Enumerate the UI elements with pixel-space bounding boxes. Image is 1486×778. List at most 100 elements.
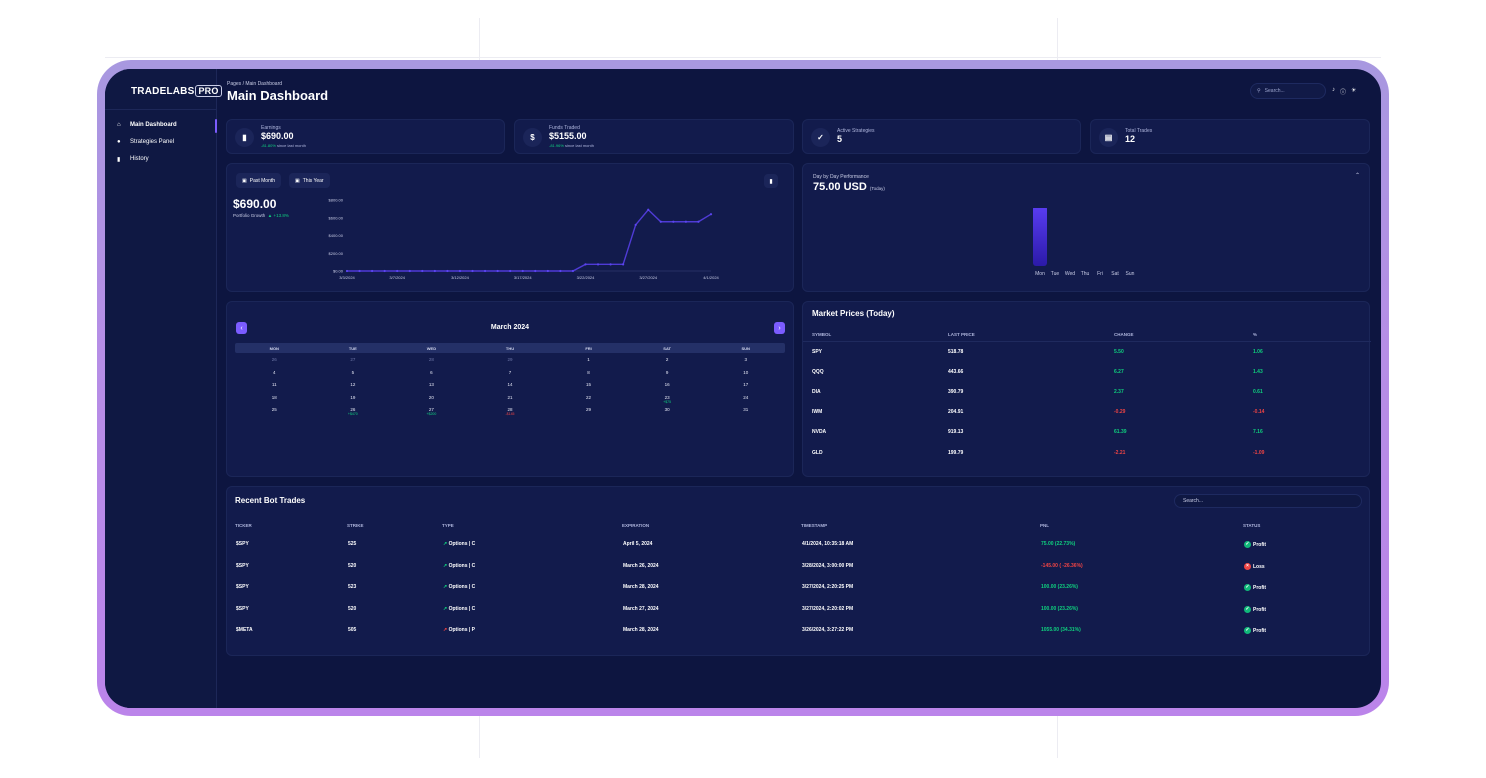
calendar-day[interactable]: 6 [392, 370, 471, 383]
data-point[interactable] [584, 263, 587, 266]
calendar-day[interactable]: 18 [235, 395, 314, 408]
chevron-left-icon: ‹ [240, 324, 243, 332]
data-point[interactable] [458, 269, 462, 273]
data-point[interactable] [383, 269, 386, 273]
calendar-day[interactable]: 28 -$145 [471, 407, 550, 420]
market-row[interactable]: SPY 518.78 5.50 1.06 [812, 349, 1362, 369]
calendar-day[interactable]: 15 [549, 382, 628, 395]
chart-options-button[interactable]: ▮ [764, 174, 778, 188]
calendar-day[interactable]: 31 [706, 407, 785, 420]
calendar-day[interactable]: 25 [235, 407, 314, 420]
calendar-day[interactable]: 3 [706, 357, 785, 370]
search-input[interactable]: ⚲ Search... [1250, 83, 1326, 99]
calendar-day[interactable]: 10 [706, 370, 785, 383]
data-point[interactable] [358, 269, 361, 273]
calendar-day[interactable]: 27 [314, 357, 393, 370]
calendar-day[interactable]: 12 [314, 382, 393, 395]
sidebar-item-history[interactable]: ▮ History [117, 152, 217, 166]
calendar-day[interactable]: 14 [471, 382, 550, 395]
chevron-right-icon: › [778, 324, 781, 332]
data-point[interactable] [672, 220, 675, 223]
trade-ticker: $SPY [236, 562, 249, 569]
type-label: Options | P [448, 627, 475, 634]
data-point[interactable] [609, 263, 612, 266]
data-point[interactable] [647, 208, 650, 211]
data-point[interactable] [659, 220, 662, 223]
calendar-day[interactable]: 27 +$200 [392, 407, 471, 420]
data-point[interactable] [509, 269, 512, 273]
data-point[interactable] [483, 269, 487, 273]
calendar-day[interactable]: 22 [549, 395, 628, 408]
calendar-day[interactable]: 20 [392, 395, 471, 408]
day-number: 28 [507, 407, 513, 413]
calendar-day[interactable]: 13 [392, 382, 471, 395]
data-point[interactable] [622, 263, 625, 266]
calendar-day[interactable]: 30 [628, 407, 707, 420]
calendar-day[interactable]: 16 [628, 382, 707, 395]
calendar-day[interactable]: 26 [235, 357, 314, 370]
calendar-day[interactable]: 1 [549, 357, 628, 370]
info-icon[interactable]: ⓘ [1340, 90, 1347, 96]
calendar-day[interactable]: 8 [549, 370, 628, 383]
data-point[interactable] [521, 269, 524, 273]
bell-icon[interactable]: ♪ [1332, 87, 1335, 93]
market-row[interactable]: QQQ 443.66 6.27 1.43 [812, 369, 1362, 389]
calendar-day[interactable]: 24 [706, 395, 785, 408]
data-point[interactable] [634, 223, 637, 226]
trades-search-input[interactable]: Search... [1174, 494, 1362, 508]
calendar-day[interactable]: 2 [628, 357, 707, 370]
table-row[interactable]: $SPY 520 ↗ Options | C March 26, 2024 3/28/2… [236, 562, 1366, 585]
table-row[interactable]: $SPY 523 ↗ Options | C March 28, 2024 3/27/2… [236, 584, 1366, 606]
past-month-button[interactable]: ▣ Past Month [236, 173, 282, 188]
data-point[interactable] [345, 269, 349, 273]
calendar-day[interactable]: 11 [235, 382, 314, 395]
data-point[interactable] [421, 269, 424, 273]
calendar-day[interactable]: 4 [235, 370, 314, 383]
sidebar-item-strategies-panel[interactable]: ● Strategies Panel [117, 135, 217, 149]
calendar-day[interactable]: 5 [314, 370, 393, 383]
calendar-day[interactable]: 21 [471, 395, 550, 408]
calendar-day[interactable]: 9 [628, 370, 707, 383]
data-point[interactable] [709, 213, 713, 216]
breadcrumb[interactable]: Pages / Main Dashboard [227, 81, 283, 87]
data-point[interactable] [396, 269, 399, 273]
data-point[interactable] [534, 269, 537, 273]
table-row[interactable]: $META 505 ↗ Options | P March 28, 2024 3/26/… [236, 627, 1366, 649]
market-row[interactable]: GLD 199.79 -2.21 -1.09 [812, 450, 1362, 470]
data-point[interactable] [571, 269, 575, 273]
calendar-day[interactable]: 29 [471, 357, 550, 370]
table-row[interactable]: $SPY 525 ↗ Options | C April 5, 2024 4/1/202… [236, 541, 1366, 563]
next-month-button[interactable]: › [774, 322, 785, 334]
calendar-day[interactable]: 29 [549, 407, 628, 420]
data-point[interactable] [596, 263, 600, 266]
collapse-icon[interactable]: ⌃ [1355, 173, 1361, 179]
calendar-day[interactable]: 28 [392, 357, 471, 370]
data-point[interactable] [496, 269, 499, 273]
data-point[interactable] [546, 269, 549, 273]
data-point[interactable] [697, 220, 700, 223]
data-point[interactable] [433, 269, 436, 273]
market-row[interactable]: IWM 204.91 -0.29 -0.14 [812, 409, 1362, 429]
calendar-day[interactable]: 23 +$75 [628, 395, 707, 408]
table-row[interactable]: $SPY 520 ↗ Options | C March 27, 2024 3/27/2… [236, 605, 1366, 628]
data-point[interactable] [684, 220, 687, 223]
header-divider [803, 341, 1371, 342]
theme-toggle-icon[interactable]: ☀ [1351, 88, 1357, 94]
this-year-button[interactable]: ▣ This Year [289, 173, 330, 188]
data-point[interactable] [371, 269, 374, 273]
calendar-day[interactable]: 26 +$470 [314, 407, 393, 420]
prev-month-button[interactable]: ‹ [236, 322, 247, 334]
calendar-day[interactable]: 17 [706, 382, 785, 395]
x-tick-label: Tue [1051, 271, 1060, 277]
data-point[interactable] [408, 269, 411, 273]
brand-logo[interactable]: TRADELABS PRO [131, 85, 222, 97]
data-point[interactable] [471, 269, 474, 273]
calendar-day[interactable]: 7 [471, 370, 550, 383]
calendar-day[interactable]: 19 [314, 395, 393, 408]
bar[interactable] [1033, 208, 1047, 266]
sidebar-item-main-dashboard[interactable]: ⌂ Main Dashboard [117, 118, 217, 132]
data-point[interactable] [559, 269, 562, 273]
data-point[interactable] [446, 269, 449, 273]
market-row[interactable]: DIA 390.79 2.37 0.61 [812, 389, 1362, 409]
market-row[interactable]: NVDA 919.13 61.39 7.16 [812, 429, 1362, 449]
